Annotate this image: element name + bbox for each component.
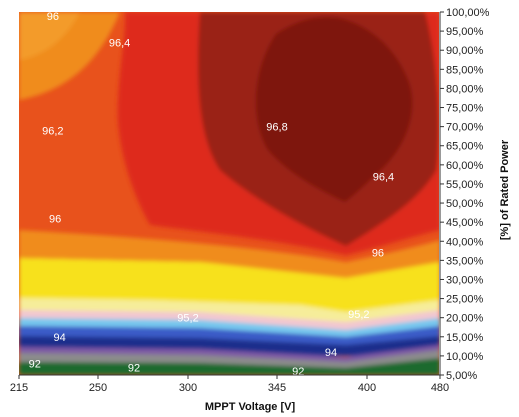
region-orange-mid xyxy=(19,230,439,278)
contour-label: 95,2 xyxy=(348,309,369,321)
y-axis-title: [%] of Rated Power xyxy=(499,139,511,240)
contour-label: 94 xyxy=(325,347,337,359)
contour-label: 96,8 xyxy=(266,122,287,134)
y-tick-label: 50,00% xyxy=(446,198,484,210)
y-tick-label: 85,00% xyxy=(446,64,484,76)
x-tick-label: 215 xyxy=(10,382,28,394)
y-tick-label: 95,00% xyxy=(446,26,484,38)
y-tick-label: 5,00% xyxy=(446,370,477,382)
y-tick-label: 55,00% xyxy=(446,179,484,191)
contour-label: 92 xyxy=(128,362,140,374)
y-tick-label: 20,00% xyxy=(446,313,484,325)
x-tick-label: 480 xyxy=(431,382,449,394)
contour-label: 96,4 xyxy=(373,171,394,183)
contour-label: 96 xyxy=(49,213,61,225)
plot-area xyxy=(19,12,439,375)
y-tick-label: 90,00% xyxy=(446,45,484,57)
contour-label: 96,2 xyxy=(42,125,63,137)
y-tick-label: 70,00% xyxy=(446,122,484,134)
x-tick-label: 400 xyxy=(358,382,376,394)
y-tick-label: 60,00% xyxy=(446,160,484,172)
y-axis: 5,00% 10,00% 15,00% 20,00% 25,00% 30,00% 35,00… xyxy=(439,7,490,382)
y-tick-label: 80,00% xyxy=(446,83,484,95)
contour-label: 96,4 xyxy=(109,38,130,50)
x-tick-label: 300 xyxy=(179,382,197,394)
y-tick-label: 75,00% xyxy=(446,103,484,115)
y-tick-label: 30,00% xyxy=(446,274,484,286)
y-tick-label: 25,00% xyxy=(446,294,484,306)
contour-label: 95,2 xyxy=(177,313,198,325)
contour-labels: 96 96,4 96,2 96,8 96,4 96 96 95,2 95,2 94 94 92 92 92 xyxy=(29,11,394,378)
y-tick-label: 10,00% xyxy=(446,351,484,363)
contour-label: 96 xyxy=(47,11,59,23)
y-tick-label: 45,00% xyxy=(446,217,484,229)
y-tick-label: 100,00% xyxy=(446,7,490,19)
y-tick-label: 15,00% xyxy=(446,332,484,344)
x-axis-title: MPPT Voltage [V] xyxy=(205,401,296,413)
band-green xyxy=(19,358,439,375)
y-tick-label: 65,00% xyxy=(446,141,484,153)
contour-label: 92 xyxy=(292,366,304,378)
contour-label: 92 xyxy=(29,359,41,371)
x-tick-label: 345 xyxy=(268,382,286,394)
y-tick-label: 35,00% xyxy=(446,255,484,267)
contour-label: 96 xyxy=(372,248,384,260)
region-peak xyxy=(256,17,413,202)
region-orange-light xyxy=(19,12,80,60)
contour-label: 94 xyxy=(54,332,66,344)
x-axis: 215 250 300 345 400 480 xyxy=(10,374,449,394)
y-tick-label: 40,00% xyxy=(446,236,484,248)
x-tick-label: 250 xyxy=(89,382,107,394)
